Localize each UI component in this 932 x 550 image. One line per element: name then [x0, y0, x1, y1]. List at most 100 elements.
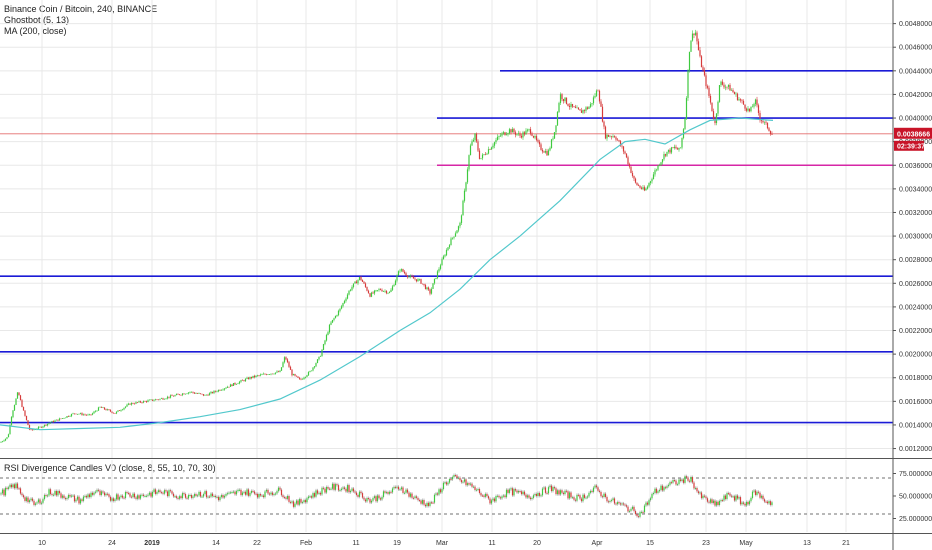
rsi-bar	[465, 479, 467, 486]
rsi-bar	[3, 489, 5, 496]
rsi-bar	[765, 501, 767, 503]
candle-body	[666, 151, 668, 156]
rsi-bar	[409, 493, 412, 497]
candle-body	[217, 389, 220, 392]
candle-body	[586, 107, 589, 109]
rsi-bar	[580, 498, 583, 502]
rsi-bar	[436, 493, 439, 495]
candle-body	[574, 106, 577, 108]
candle-body	[183, 393, 185, 395]
rsi-bar	[747, 501, 749, 505]
rsi-bar	[699, 492, 701, 494]
rsi-bar	[685, 476, 688, 478]
candle-body	[60, 418, 62, 420]
indicator-ghostbot[interactable]: Ghostbot (5, 13)	[4, 15, 70, 25]
rsi-bar	[342, 487, 344, 489]
candle-body	[346, 294, 349, 299]
candle-body	[739, 99, 742, 101]
y-tick-label: 0.0034000	[899, 186, 932, 193]
candle-body	[421, 283, 424, 285]
rsi-bar	[79, 499, 82, 504]
candle-body	[157, 399, 160, 401]
candle-body	[649, 181, 652, 184]
rsi-bar	[139, 495, 142, 499]
rsi-bar	[196, 495, 199, 497]
candle-body	[373, 290, 376, 294]
candle-body	[493, 142, 496, 146]
candle-body	[315, 363, 317, 367]
candle-body	[483, 154, 485, 155]
rsi-bar	[754, 490, 757, 495]
candle-body	[51, 421, 53, 423]
rsi-bar	[403, 492, 406, 494]
candle-body	[411, 275, 413, 277]
candle-body	[634, 178, 637, 183]
rsi-bar	[519, 490, 521, 492]
candle-body	[549, 147, 551, 151]
candle-body	[114, 413, 116, 414]
candle-body	[300, 378, 302, 380]
candle-body	[6, 437, 8, 439]
x-tick-label: 14	[212, 540, 220, 547]
rsi-bar	[597, 487, 599, 491]
candle-body	[703, 70, 706, 76]
rsi-bar	[25, 497, 28, 501]
candle-body	[744, 104, 746, 109]
countdown-badge-bg	[894, 140, 924, 151]
horizontal-levels[interactable]	[0, 70, 893, 424]
rsi-bar	[321, 487, 323, 495]
rsi-bar	[195, 494, 197, 496]
candle-body	[250, 376, 253, 379]
rsi-bar	[670, 482, 673, 484]
rsi-bar	[171, 491, 173, 494]
candle-body	[207, 394, 209, 396]
rsi-bar	[520, 491, 523, 495]
candle-body	[766, 122, 769, 129]
rsi-bar	[112, 498, 115, 501]
rsi-bar	[430, 502, 433, 504]
rsi-bar	[489, 498, 491, 504]
candle-body	[427, 287, 430, 290]
rsi-bar	[211, 493, 214, 497]
rsi-bar	[168, 490, 170, 497]
moving-average	[0, 117, 774, 431]
rsi-bar	[438, 489, 440, 495]
rsi-bar	[280, 489, 283, 496]
rsi-bar	[81, 499, 83, 501]
rsi-bar	[241, 492, 244, 496]
candle-body	[216, 391, 218, 393]
rsi-bar	[103, 492, 106, 496]
rsi-bar	[646, 502, 649, 505]
rsi-bar	[225, 493, 227, 496]
candle-body	[189, 391, 191, 393]
x-tick-label: 23	[702, 540, 710, 547]
rsi-bar	[649, 498, 652, 501]
candle-body	[180, 394, 182, 396]
y-tick-label: 0.0024000	[899, 304, 932, 311]
rsi-bar	[184, 494, 187, 498]
indicator-ma[interactable]: MA (200, close)	[4, 26, 67, 36]
candle-body	[199, 393, 202, 394]
rsi-indicator-title[interactable]: RSI Divergence Candles V0 (close, 8, 55,…	[4, 463, 216, 473]
rsi-bar	[64, 498, 67, 500]
rsi-bar	[156, 492, 158, 494]
rsi-bar	[345, 488, 347, 492]
rsi-bar	[568, 492, 571, 499]
candle-body	[637, 185, 640, 186]
rsi-bar	[760, 495, 763, 498]
rsi-bar	[202, 494, 205, 497]
rsi-bar	[175, 496, 178, 498]
candle-body	[235, 383, 238, 385]
candle-body	[651, 179, 653, 182]
candle-body	[87, 414, 89, 416]
rsi-bar	[312, 493, 314, 498]
candle-body	[367, 290, 370, 294]
candle-body	[507, 133, 509, 135]
rsi-bar	[120, 495, 122, 498]
rsi-bar	[384, 491, 386, 493]
candle-body	[205, 394, 208, 396]
rsi-bar	[378, 495, 380, 499]
rsi-bar	[510, 488, 512, 490]
rsi-bar	[529, 497, 532, 500]
